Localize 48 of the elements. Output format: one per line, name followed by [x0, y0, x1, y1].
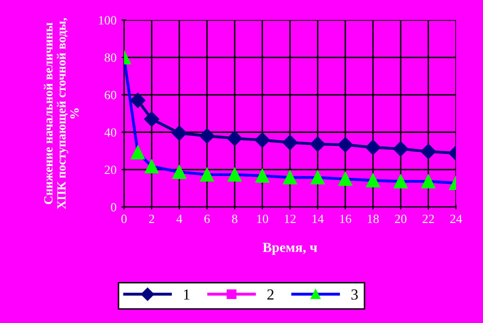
- point: [228, 168, 242, 182]
- x-tick-label: 20: [394, 214, 406, 224]
- point: [172, 126, 187, 141]
- point: [338, 137, 353, 152]
- x-axis-title: Время, ч: [262, 242, 318, 255]
- x-tick-label: 16: [340, 214, 352, 224]
- point: [283, 170, 297, 184]
- x-tick-label: 12: [284, 214, 296, 223]
- point: [366, 174, 380, 188]
- x-tick-label: 0: [121, 214, 127, 224]
- point: [227, 130, 242, 146]
- point: [172, 165, 186, 179]
- point: [200, 168, 214, 182]
- x-tick-label: 6: [204, 214, 210, 224]
- y-tick-label: 100: [99, 16, 116, 24]
- point: [199, 128, 215, 144]
- x-tick-label: 22: [422, 214, 434, 223]
- y-tick-label: 0: [110, 203, 116, 212]
- point: [130, 92, 146, 108]
- point: [394, 174, 408, 188]
- y-tick-label: 80: [104, 53, 116, 62]
- x-tick-label: 14: [312, 214, 324, 223]
- y-tick-label: 20: [104, 166, 116, 174]
- legend-label: 3: [351, 289, 358, 300]
- point: [421, 174, 436, 188]
- x-tick-label: 10: [257, 214, 268, 224]
- y-tick-label: 40: [104, 128, 116, 137]
- point: [282, 134, 298, 150]
- x-tick-label: 4: [176, 214, 182, 223]
- legend-label: 2: [267, 289, 274, 300]
- point: [144, 159, 159, 174]
- point: [393, 141, 408, 156]
- point: [338, 172, 352, 186]
- point: [420, 144, 436, 160]
- legend-label: 1: [184, 289, 190, 300]
- y-tick-label: 60: [104, 90, 116, 100]
- point: [310, 170, 325, 184]
- y-axis-title: Снижение начальной величины ХПК поступающей сточной воды, %: [44, 18, 79, 210]
- point: [310, 136, 326, 152]
- point: [130, 145, 145, 160]
- x-tick-label: 24: [450, 214, 462, 223]
- point: [254, 132, 270, 148]
- point: [255, 168, 270, 183]
- point: [144, 112, 160, 127]
- x-tick-label: 18: [368, 214, 379, 224]
- point: [365, 140, 381, 155]
- x-tick-label: 8: [232, 214, 238, 224]
- x-tick-label: 2: [149, 214, 154, 223]
